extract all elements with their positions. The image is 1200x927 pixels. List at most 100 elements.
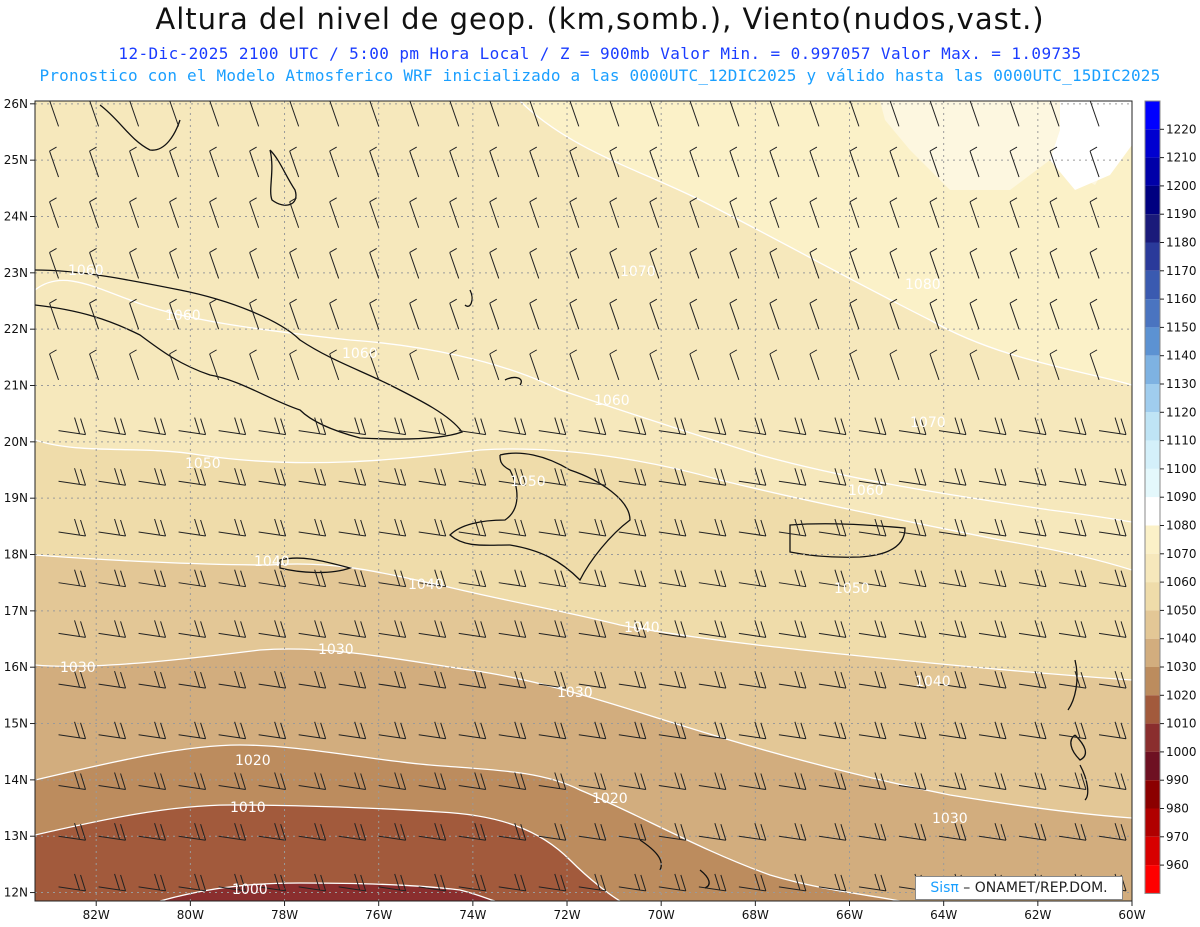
wind-barb — [658, 468, 687, 486]
lat-label: 24N — [4, 209, 28, 223]
wind-barb — [338, 468, 367, 486]
lon-label: 82W — [83, 908, 110, 922]
wind-barb — [209, 298, 220, 330]
wind-barb — [129, 146, 140, 178]
colorbar-swatch — [1145, 327, 1160, 356]
wind-barb — [898, 518, 927, 537]
lon-label: 80W — [177, 908, 204, 922]
wind-barb — [498, 670, 527, 689]
wind-barb — [1098, 772, 1127, 791]
wind-barb — [1058, 569, 1087, 588]
lat-label: 13N — [4, 829, 28, 843]
colorbar-label: 1090 — [1166, 490, 1197, 504]
wind-barb — [138, 569, 167, 588]
wind-barb — [1089, 146, 1100, 178]
wind-barb — [1098, 823, 1127, 841]
wind-barb — [938, 620, 967, 638]
wind-barb — [738, 417, 767, 436]
wind-barb — [58, 620, 87, 638]
wind-barb — [98, 772, 127, 791]
wind-barb — [98, 823, 127, 841]
wind-barb — [249, 349, 260, 381]
contour-label-1060: 1060 — [165, 308, 201, 324]
wind-barb — [618, 772, 647, 791]
wind-barb — [849, 298, 860, 330]
wind-barb — [858, 620, 887, 638]
wind-barb — [178, 417, 207, 436]
wind-barb — [778, 518, 807, 537]
wind-barb — [769, 101, 780, 127]
wind-barb — [938, 417, 967, 436]
wind-barb — [849, 349, 860, 381]
wind-barb — [249, 298, 260, 330]
wind-barb — [498, 873, 527, 892]
wind-barb — [449, 101, 460, 127]
wind-barb — [778, 620, 807, 638]
wind-barb — [849, 146, 860, 178]
wind-barb — [778, 772, 807, 791]
wind-barb — [258, 873, 287, 892]
wind-barb — [89, 146, 100, 178]
wind-barb — [458, 670, 487, 689]
wind-barb — [889, 146, 900, 178]
wind-barb — [898, 620, 927, 638]
colorbar-label: 1210 — [1166, 151, 1197, 165]
wind-barb — [169, 146, 180, 178]
wind-barb — [938, 518, 967, 537]
wind-barb — [578, 518, 607, 537]
colorbar-swatch — [1145, 101, 1160, 130]
wind-barb — [449, 248, 460, 279]
lat-label: 22N — [4, 322, 28, 336]
wind-barb — [178, 670, 207, 689]
credit-brand: Sisπ — [930, 880, 959, 896]
wind-barb — [738, 873, 767, 892]
wind-barb — [929, 146, 940, 178]
wind-barb — [938, 772, 967, 791]
wind-barb — [849, 101, 860, 127]
wind-barb — [338, 417, 367, 436]
wind-barb — [1018, 670, 1047, 689]
wind-barb — [578, 721, 607, 740]
wind-barb — [209, 101, 220, 127]
lat-label: 21N — [4, 379, 28, 393]
wind-barb — [889, 349, 900, 381]
wind-barb — [929, 197, 940, 228]
wind-barb — [329, 197, 340, 228]
wind-barb — [138, 873, 167, 892]
wind-barb — [609, 101, 620, 127]
wind-barb — [289, 146, 300, 178]
wind-barb — [449, 349, 460, 381]
wind-barb — [578, 823, 607, 841]
wind-barb — [569, 101, 580, 127]
wind-barb — [978, 518, 1007, 537]
wind-barb — [858, 569, 887, 588]
wind-barb — [1098, 569, 1127, 588]
wind-barb — [529, 197, 540, 228]
wind-barb — [498, 721, 527, 740]
wind-barb — [218, 823, 247, 841]
wind-barb — [538, 518, 567, 537]
wind-barb — [338, 670, 367, 689]
wind-barb — [338, 620, 367, 638]
colorbar-swatch — [1145, 553, 1160, 583]
wind-barb — [378, 873, 407, 892]
colorbar-label: 1020 — [1166, 688, 1197, 702]
wind-barb — [489, 197, 500, 228]
wind-barb — [538, 569, 567, 588]
wind-barb — [1018, 468, 1047, 486]
wind-barb — [498, 417, 527, 436]
wind-barb — [49, 101, 60, 127]
wind-barb — [129, 197, 140, 228]
wind-barb — [609, 298, 620, 330]
wind-barb — [1098, 417, 1127, 436]
colorbar-label: 1130 — [1166, 377, 1197, 391]
wind-barb — [498, 468, 527, 486]
lat-label: 18N — [4, 548, 28, 562]
contour-label-1060-e: 1060 — [68, 263, 104, 279]
wind-barb — [458, 772, 487, 791]
wind-barb — [1058, 823, 1087, 841]
wind-barb — [858, 873, 887, 892]
contour-label-1060-d: 1060 — [848, 483, 884, 499]
wind-barb — [858, 823, 887, 841]
wind-barb — [858, 721, 887, 740]
